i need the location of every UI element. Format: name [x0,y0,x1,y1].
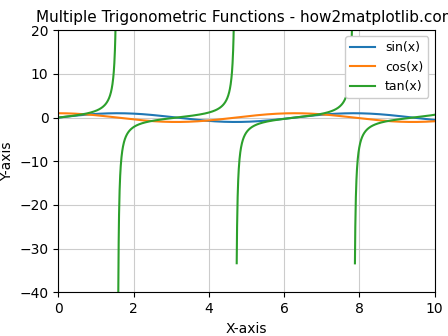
cos(x) [432,119,437,123]
cos(x) [56,111,61,115]
tan(x) [56,116,61,120]
cos(x) [75,112,80,116]
sin(x) [421,117,426,121]
cos(x) [421,120,426,124]
sin(x) [352,111,358,115]
sin(x) [75,114,80,118]
tan(x) [421,114,426,118]
sin(x) [432,118,437,122]
cos(x) [174,120,179,124]
sin(x) [56,116,61,120]
Line: cos(x): cos(x) [58,113,435,122]
tan(x) [421,114,426,118]
tan(x) [229,76,234,80]
tan(x) [239,143,244,148]
tan(x) [352,261,358,265]
sin(x) [229,120,234,124]
cos(x) [229,116,234,120]
sin(x) [233,120,238,124]
sin(x) [239,120,244,124]
Title: Multiple Trigonometric Functions - how2matplotlib.com: Multiple Trigonometric Functions - how2m… [36,10,448,25]
sin(x) [421,117,426,121]
cos(x) [421,120,426,124]
X-axis label: X-axis: X-axis [226,322,267,336]
Y-axis label: Y-axis: Y-axis [0,141,14,181]
cos(x) [239,115,244,119]
Line: sin(x): sin(x) [58,113,435,122]
tan(x) [432,113,437,117]
Legend: sin(x), cos(x), tan(x): sin(x), cos(x), tan(x) [345,37,428,98]
sin(x) [115,111,120,115]
Line: tan(x): tan(x) [58,0,435,292]
cos(x) [352,116,358,120]
tan(x) [75,113,80,117]
